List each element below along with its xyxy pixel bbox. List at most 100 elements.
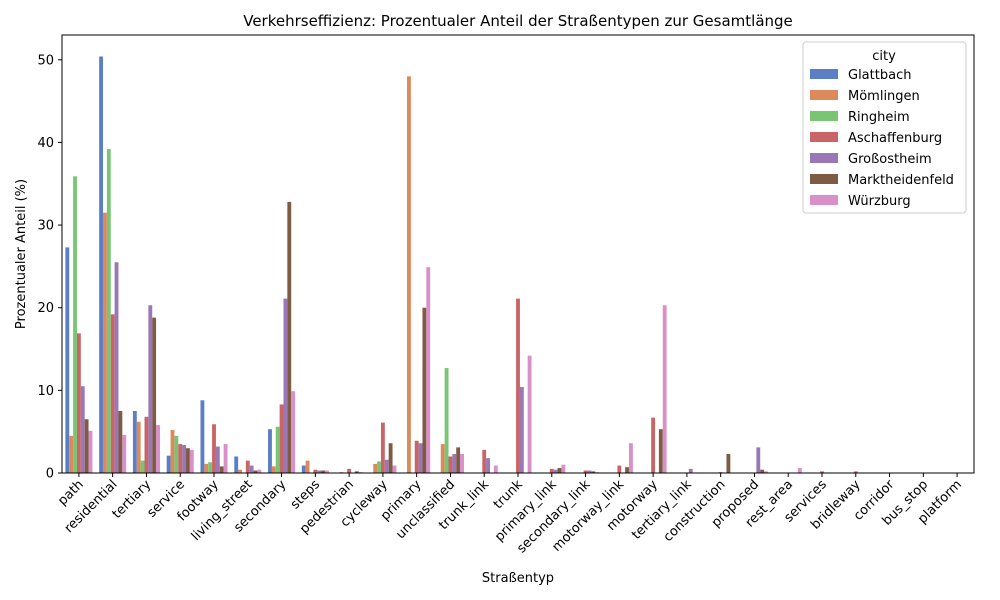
bar-residential-Ringheim	[106, 149, 111, 474]
bar-path-Marktheidenfeld	[84, 419, 89, 473]
bar-primary_link-Marktheidenfeld	[557, 468, 562, 473]
y-axis: 0 10 20 30 40 50	[37, 53, 62, 482]
bar-steps-Großostheim	[317, 470, 322, 473]
bar-tertiary-Großostheim	[148, 305, 153, 473]
bar-steps-Marktheidenfeld	[321, 470, 325, 473]
plot-frame	[61, 34, 975, 474]
bar-primary-Großostheim	[418, 443, 423, 473]
bar-service-Großostheim	[182, 444, 187, 473]
legend-title: city	[872, 49, 896, 64]
bar-path-Großostheim	[80, 386, 85, 473]
chart-title: Verkehrseffizienz: Prozentualer Anteil d…	[243, 12, 793, 30]
bar-residential-Würzburg	[122, 434, 127, 473]
bar-proposed-Großostheim	[756, 447, 761, 473]
legend-swatch	[810, 132, 838, 142]
legend-label: Würzburg	[848, 194, 911, 209]
bar-tertiary-Glattbach	[132, 411, 137, 473]
bar-steps-Mömlingen	[305, 460, 310, 473]
bar-unclassified-Ringheim	[444, 368, 449, 473]
bar-cycleway-Marktheidenfeld	[388, 443, 393, 473]
bar-trunk-Würzburg	[527, 355, 532, 473]
bar-proposed-Marktheidenfeld	[760, 469, 765, 473]
bar-trunk_link-Würzburg	[493, 465, 498, 473]
bar-living_street-Marktheidenfeld	[253, 470, 258, 473]
bar-footway-Aschaffenburg	[212, 424, 216, 473]
bar-trunk_link-Großostheim	[486, 458, 491, 473]
bar-living_street-Würzburg	[257, 469, 262, 473]
bar-steps-Würzburg	[324, 470, 329, 473]
y-tick-label: 30	[37, 219, 54, 234]
bar-pedestrian-Marktheidenfeld	[354, 471, 359, 473]
bar-service-Würzburg	[189, 449, 194, 473]
bar-motorway_link-Würzburg	[628, 443, 633, 473]
y-tick-label: 20	[37, 301, 54, 316]
bar-secondary_link-Großostheim	[587, 470, 592, 473]
bar-tertiary-Mömlingen	[136, 421, 141, 473]
bar-unclassified-Mömlingen	[440, 444, 445, 473]
bar-secondary-Großostheim	[283, 298, 288, 473]
bar-secondary-Aschaffenburg	[279, 404, 284, 473]
bar-residential-Großostheim	[114, 262, 119, 473]
legend-label: Marktheidenfeld	[848, 173, 954, 188]
bar-cycleway-Ringheim	[377, 461, 381, 473]
bar-secondary-Mömlingen	[271, 466, 276, 473]
bar-primary_link-Würzburg	[561, 464, 566, 473]
bar-secondary_link-Marktheidenfeld	[591, 471, 596, 473]
y-axis-label: Prozentualer Anteil (%)	[14, 179, 29, 329]
bar-footway-Glattbach	[200, 400, 205, 473]
bar-living_street-Mömlingen	[238, 469, 242, 473]
bar-path-Würzburg	[88, 430, 93, 473]
legend-label: Aschaffenburg	[848, 131, 942, 146]
bar-steps-Glattbach	[301, 465, 306, 473]
bar-unclassified-Großostheim	[452, 453, 457, 473]
bar-tertiary-Aschaffenburg	[144, 416, 149, 473]
bar-trunk-Aschaffenburg	[516, 298, 520, 473]
bar-secondary_link-Aschaffenburg	[583, 470, 588, 473]
bar-motorway-Würzburg	[662, 305, 667, 473]
legend-label: Großostheim	[848, 152, 932, 167]
bar-path-Aschaffenburg	[76, 333, 81, 473]
bar-living_street-Glattbach	[234, 456, 239, 473]
bar-service-Glattbach	[166, 455, 171, 473]
bar-service-Ringheim	[174, 435, 179, 473]
bar-path-Ringheim	[73, 176, 77, 473]
legend-frame	[802, 41, 967, 214]
bar-footway-Mömlingen	[204, 463, 209, 473]
bar-primary-Marktheidenfeld	[422, 307, 427, 473]
legend-swatch	[810, 174, 838, 184]
legend-label: Ringheim	[848, 110, 910, 125]
legend-swatch	[810, 153, 838, 163]
legend-swatch	[810, 69, 838, 79]
bar-trunk_link-Aschaffenburg	[482, 449, 487, 473]
bar-service-Aschaffenburg	[178, 444, 183, 473]
bar-service-Mömlingen	[170, 430, 175, 473]
bar-motorway_link-Marktheidenfeld	[625, 467, 629, 473]
bar-footway-Würzburg	[223, 444, 228, 473]
bar-primary-Mömlingen	[407, 76, 411, 473]
bar-living_street-Großostheim	[249, 465, 254, 473]
legend-items: Glattbach Mömlingen Ringheim Aschaffenburg G…	[810, 68, 954, 209]
bar-primary-Aschaffenburg	[414, 440, 419, 473]
bar-trunk-Großostheim	[519, 387, 524, 473]
bar-footway-Ringheim	[208, 462, 213, 473]
bar-living_street-Aschaffenburg	[245, 460, 250, 473]
bar-residential-Marktheidenfeld	[118, 411, 123, 473]
bar-construction-Marktheidenfeld	[726, 453, 731, 473]
bar-proposed-Würzburg	[764, 471, 768, 473]
x-axis-label: Straßentyp	[482, 571, 554, 586]
bar-residential-Aschaffenburg	[110, 314, 115, 473]
bar-residential-Glattbach	[99, 56, 104, 474]
bar-cycleway-Aschaffenburg	[380, 422, 385, 473]
legend-swatch	[810, 90, 838, 100]
bar-cycleway-Würzburg	[392, 465, 397, 473]
bar-path-Mömlingen	[69, 435, 74, 473]
legend-label: Mömlingen	[848, 89, 920, 104]
bar-secondary-Würzburg	[291, 391, 296, 473]
bar-unclassified-Marktheidenfeld	[456, 447, 461, 473]
bar-steps-Aschaffenburg	[313, 469, 318, 473]
bar-motorway_link-Aschaffenburg	[617, 465, 622, 473]
bar-unclassified-Aschaffenburg	[448, 456, 453, 473]
bar-secondary-Glattbach	[268, 429, 272, 473]
legend: city Glattbach Mömlingen Ringheim Aschaffen…	[802, 41, 967, 214]
